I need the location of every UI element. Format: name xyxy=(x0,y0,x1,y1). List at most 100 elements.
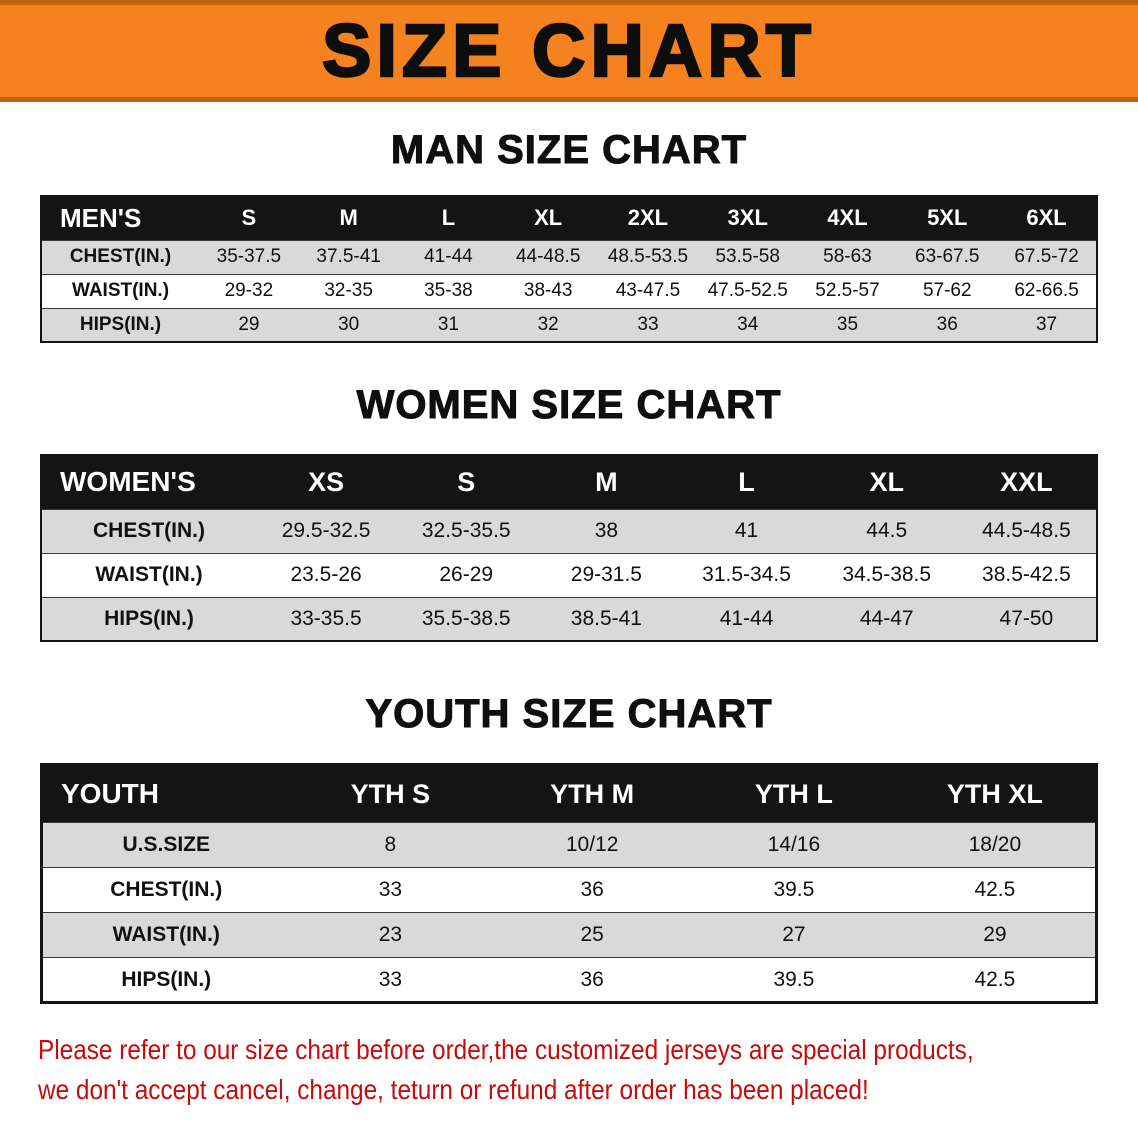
measurement-value: 62-66.5 xyxy=(997,273,1097,308)
measurement-value: 29-31.5 xyxy=(536,552,677,597)
size-column-header: XXL xyxy=(956,455,1097,509)
measurement-value: 36 xyxy=(491,867,693,913)
size-column-header: YTH XL xyxy=(894,764,1097,823)
women-size-chart-section: WOMEN SIZE CHART WOMEN'S XS S M L XL XXL CHEST(… xyxy=(0,383,1138,642)
measurement-value: 25 xyxy=(491,912,693,958)
measurement-value: 32-35 xyxy=(298,273,399,308)
measurement-label: CHEST(IN.) xyxy=(41,239,199,274)
women-size-chart-heading: WOMEN SIZE CHART xyxy=(356,383,782,428)
table-corner-label: MEN'S xyxy=(41,196,199,240)
measurement-row: CHEST(IN.) 29.5-32.5 32.5-35.5 38 41 44.5 44.5… xyxy=(41,508,1097,553)
size-column-header: YTH M xyxy=(491,764,693,823)
size-chart-banner: SIZE CHART xyxy=(0,0,1138,102)
measurement-value: 27 xyxy=(693,912,895,958)
size-column-header: M xyxy=(298,196,399,240)
measurement-value: 67.5-72 xyxy=(997,239,1097,274)
measurement-row: WAIST(IN.) 29-32 32-35 35-38 38-43 43-47.5 47.… xyxy=(41,273,1097,308)
measurement-row: WAIST(IN.) 23.5-26 26-29 29-31.5 31.5-34.5 34… xyxy=(41,552,1097,597)
measurement-value: 29 xyxy=(199,307,299,342)
disclaimer-text: Please refer to our size chart before or… xyxy=(0,1030,1138,1110)
measurement-value: 37 xyxy=(997,307,1097,342)
measurement-value: 63-67.5 xyxy=(897,239,998,274)
size-column-header: YTH S xyxy=(289,764,492,823)
table-corner-label: WOMEN'S xyxy=(41,455,256,509)
size-chart-title: SIZE CHART xyxy=(321,9,816,92)
measurement-value: 36 xyxy=(897,307,998,342)
size-column-header: XL xyxy=(498,196,599,240)
measurement-value: 39.5 xyxy=(693,867,895,913)
measurement-value: 58-63 xyxy=(797,239,898,274)
measurement-row: WAIST(IN.) 23 25 27 29 xyxy=(41,912,1097,958)
size-column-header: YTH L xyxy=(693,764,895,823)
measurement-value: 52.5-57 xyxy=(797,273,898,308)
disclaimer-line-1: Please refer to our size chart before or… xyxy=(38,1034,974,1065)
measurement-row: HIPS(IN.) 29 30 31 32 33 34 35 36 37 xyxy=(41,307,1097,342)
table-corner-label: YOUTH xyxy=(41,764,290,823)
measurement-value: 44.5-48.5 xyxy=(956,508,1097,553)
measurement-row: U.S.SIZE 8 10/12 14/16 18/20 xyxy=(41,822,1097,868)
measurement-value: 43-47.5 xyxy=(598,273,698,308)
measurement-value: 57-62 xyxy=(897,273,998,308)
size-column-header: 3XL xyxy=(697,196,798,240)
size-column-header: L xyxy=(676,455,817,509)
size-column-header: 5XL xyxy=(897,196,998,240)
measurement-value: 48.5-53.5 xyxy=(598,239,698,274)
measurement-value: 42.5 xyxy=(894,957,1097,1003)
men-size-table: MEN'S S M L XL 2XL 3XL 4XL 5XL 6XL CHEST(IN.) 35-37… xyxy=(40,195,1098,343)
measurement-label: WAIST(IN.) xyxy=(41,273,199,308)
measurement-value: 30 xyxy=(298,307,399,342)
measurement-value: 47-50 xyxy=(956,596,1097,641)
measurement-value: 26-29 xyxy=(396,552,537,597)
measurement-value: 35 xyxy=(797,307,898,342)
measurement-label: HIPS(IN.) xyxy=(41,596,256,641)
youth-size-chart-heading: YOUTH SIZE CHART xyxy=(365,692,773,737)
measurement-value: 33-35.5 xyxy=(256,596,397,641)
women-size-table: WOMEN'S XS S M L XL XXL CHEST(IN.) 29.5-32.5 32.5… xyxy=(40,454,1098,642)
measurement-value: 42.5 xyxy=(894,867,1097,913)
measurement-value: 44-48.5 xyxy=(498,239,599,274)
measurement-row: CHEST(IN.) 33 36 39.5 42.5 xyxy=(41,867,1097,913)
measurement-value: 18/20 xyxy=(894,822,1097,868)
measurement-value: 10/12 xyxy=(491,822,693,868)
measurement-value: 29.5-32.5 xyxy=(256,508,397,553)
measurement-value: 38.5-42.5 xyxy=(956,552,1097,597)
measurement-value: 35-37.5 xyxy=(199,239,299,274)
measurement-label: CHEST(IN.) xyxy=(41,508,256,553)
measurement-value: 38.5-41 xyxy=(536,596,677,641)
size-column-header: XS xyxy=(256,455,397,509)
measurement-value: 44-47 xyxy=(816,596,957,641)
size-column-header: XL xyxy=(816,455,957,509)
man-size-chart-heading: MAN SIZE CHART xyxy=(390,128,748,173)
size-column-header: M xyxy=(536,455,677,509)
size-column-header: 4XL xyxy=(797,196,898,240)
table-header-row: MEN'S S M L XL 2XL 3XL 4XL 5XL 6XL xyxy=(41,196,1097,240)
measurement-label: CHEST(IN.) xyxy=(41,867,290,913)
measurement-value: 38-43 xyxy=(498,273,599,308)
measurement-value: 35-38 xyxy=(398,273,499,308)
measurement-label: HIPS(IN.) xyxy=(41,307,199,342)
measurement-value: 31.5-34.5 xyxy=(676,552,817,597)
disclaimer-line-2: we don't accept cancel, change, teturn o… xyxy=(38,1073,869,1105)
measurement-value: 33 xyxy=(289,867,492,913)
measurement-value: 8 xyxy=(289,822,492,868)
measurement-value: 41-44 xyxy=(398,239,499,274)
measurement-value: 34.5-38.5 xyxy=(816,552,957,597)
table-header-row: WOMEN'S XS S M L XL XXL xyxy=(41,455,1097,509)
measurement-row: CHEST(IN.) 35-37.5 37.5-41 41-44 44-48.5 48.5… xyxy=(41,239,1097,274)
measurement-value: 23 xyxy=(289,912,492,958)
measurement-value: 37.5-41 xyxy=(298,239,399,274)
measurement-value: 29 xyxy=(894,912,1097,958)
measurement-row: HIPS(IN.) 33-35.5 35.5-38.5 38.5-41 41-44 44-… xyxy=(41,596,1097,641)
man-size-chart-section: MAN SIZE CHART MEN'S S M L XL 2XL 3XL 4XL 5XL 6XL… xyxy=(0,128,1138,343)
measurement-value: 32.5-35.5 xyxy=(396,508,537,553)
measurement-value: 53.5-58 xyxy=(697,239,798,274)
measurement-value: 23.5-26 xyxy=(256,552,397,597)
size-column-header: S xyxy=(396,455,537,509)
measurement-value: 29-32 xyxy=(199,273,299,308)
measurement-label: HIPS(IN.) xyxy=(41,957,290,1003)
measurement-label: WAIST(IN.) xyxy=(41,552,256,597)
measurement-value: 39.5 xyxy=(693,957,895,1003)
measurement-value: 14/16 xyxy=(693,822,895,868)
measurement-label: WAIST(IN.) xyxy=(41,912,290,958)
